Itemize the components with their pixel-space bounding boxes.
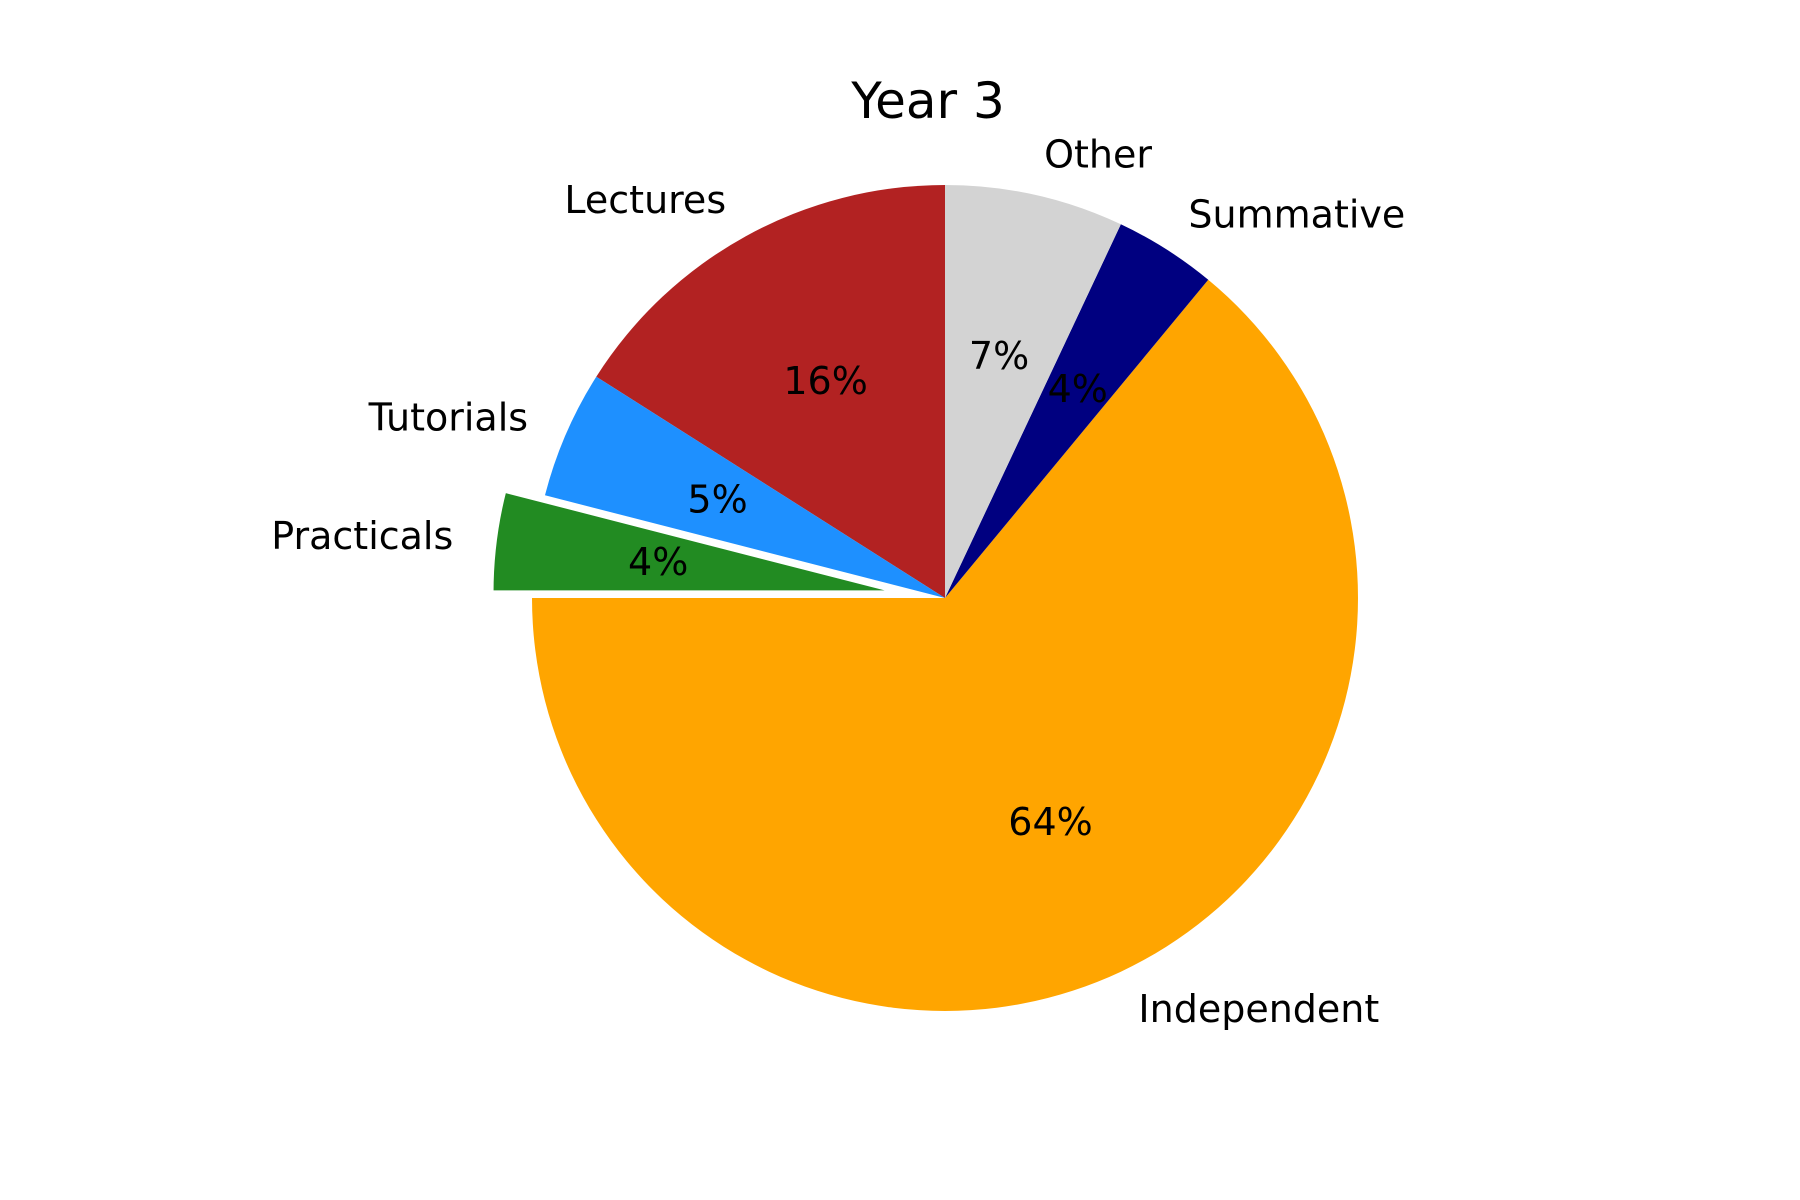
pie-slice-tutorials: [544, 376, 945, 598]
pie-slices: [488, 185, 1359, 1011]
pct-label-practicals: 4%: [628, 540, 688, 584]
chart-title: Year 3: [850, 72, 1005, 130]
pie-labels: Lectures 16% Tutorials 5% Practicals 4% Indepe…: [271, 133, 1405, 1031]
slice-label-independent: Independent: [1138, 987, 1379, 1031]
pie-slice-lectures: [596, 185, 945, 598]
slice-label-practicals: Practicals: [271, 514, 453, 558]
pct-label-summative: 4%: [1048, 367, 1108, 411]
slice-label-other: Other: [1044, 133, 1152, 177]
pie-slice-independent: [532, 279, 1359, 1011]
pie-slice-other: [945, 185, 1121, 598]
pct-label-other: 7%: [969, 334, 1029, 378]
slice-label-lectures: Lectures: [564, 178, 726, 222]
pct-label-tutorials: 5%: [687, 478, 747, 522]
pct-label-lectures: 16%: [783, 359, 867, 403]
pct-label-independent: 64%: [1008, 800, 1092, 844]
slice-label-summative: Summative: [1188, 192, 1405, 236]
pie-slice-practicals: [488, 487, 905, 596]
pie-slice-summative: [945, 224, 1209, 598]
slice-label-tutorials: Tutorials: [368, 396, 529, 440]
